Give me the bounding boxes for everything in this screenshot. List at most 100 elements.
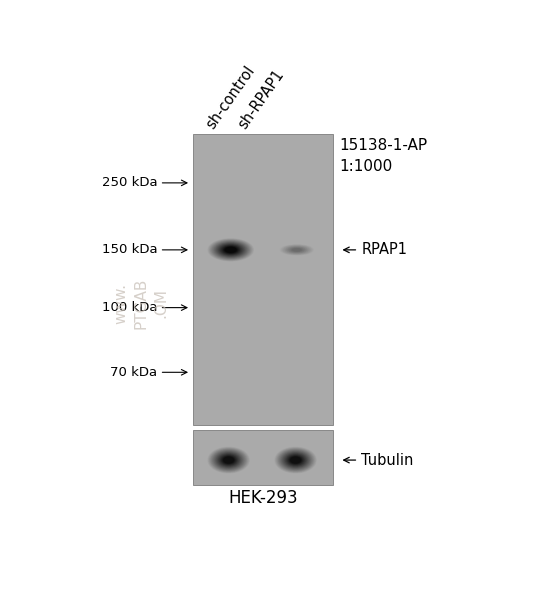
Ellipse shape [275, 447, 316, 473]
Ellipse shape [284, 453, 307, 467]
Ellipse shape [287, 455, 304, 466]
Ellipse shape [286, 454, 306, 466]
Ellipse shape [222, 245, 239, 254]
Ellipse shape [221, 245, 241, 255]
Ellipse shape [219, 454, 238, 466]
Ellipse shape [215, 452, 241, 468]
Ellipse shape [209, 239, 252, 260]
Ellipse shape [214, 242, 247, 258]
Text: www.
PTGAB
.OM: www. PTGAB .OM [113, 277, 168, 329]
Ellipse shape [279, 244, 315, 256]
Ellipse shape [211, 449, 247, 472]
Ellipse shape [217, 243, 244, 257]
Ellipse shape [286, 247, 307, 253]
Ellipse shape [215, 242, 247, 258]
Ellipse shape [221, 455, 237, 465]
Ellipse shape [282, 451, 309, 469]
Ellipse shape [286, 246, 308, 253]
Text: 70 kDa: 70 kDa [110, 366, 158, 379]
Ellipse shape [288, 455, 302, 464]
Ellipse shape [288, 247, 306, 253]
Ellipse shape [280, 450, 312, 470]
Ellipse shape [221, 245, 240, 254]
Text: sh-control: sh-control [204, 64, 258, 132]
Ellipse shape [280, 451, 311, 470]
Text: 250 kDa: 250 kDa [102, 176, 158, 190]
Text: 15138-1-AP: 15138-1-AP [340, 139, 428, 154]
Ellipse shape [291, 248, 302, 252]
Ellipse shape [292, 248, 301, 251]
Ellipse shape [281, 245, 313, 255]
Ellipse shape [280, 244, 314, 256]
Ellipse shape [292, 248, 302, 251]
Ellipse shape [217, 243, 245, 257]
Ellipse shape [287, 247, 307, 253]
Ellipse shape [290, 457, 301, 464]
Ellipse shape [213, 451, 244, 470]
Ellipse shape [220, 244, 242, 256]
Ellipse shape [290, 248, 303, 252]
Ellipse shape [212, 241, 249, 259]
Ellipse shape [281, 245, 312, 255]
Ellipse shape [225, 247, 237, 253]
Bar [193, 134, 333, 425]
Ellipse shape [222, 456, 235, 464]
Text: 1:1000: 1:1000 [340, 159, 393, 174]
Ellipse shape [212, 449, 245, 470]
Ellipse shape [220, 455, 237, 466]
Ellipse shape [223, 246, 238, 254]
Ellipse shape [276, 448, 315, 472]
Ellipse shape [285, 246, 308, 254]
Ellipse shape [210, 448, 248, 472]
Ellipse shape [214, 451, 243, 469]
Ellipse shape [285, 454, 306, 467]
Ellipse shape [284, 452, 308, 468]
Ellipse shape [208, 239, 253, 261]
Ellipse shape [224, 247, 238, 253]
Ellipse shape [278, 449, 314, 472]
Ellipse shape [207, 446, 251, 474]
Ellipse shape [211, 449, 246, 471]
Ellipse shape [209, 448, 248, 473]
Ellipse shape [274, 446, 318, 474]
Ellipse shape [208, 447, 249, 473]
Ellipse shape [215, 451, 242, 469]
Ellipse shape [287, 247, 306, 253]
Ellipse shape [217, 453, 240, 467]
Ellipse shape [218, 244, 244, 256]
Ellipse shape [223, 457, 234, 464]
Ellipse shape [207, 238, 254, 262]
Text: 100 kDa: 100 kDa [102, 301, 158, 314]
Ellipse shape [210, 239, 252, 260]
Ellipse shape [281, 451, 310, 469]
Ellipse shape [279, 449, 312, 470]
Ellipse shape [274, 446, 317, 473]
Ellipse shape [215, 242, 246, 257]
Ellipse shape [221, 455, 235, 464]
Ellipse shape [211, 240, 251, 260]
Ellipse shape [219, 244, 242, 256]
Ellipse shape [218, 454, 239, 467]
Ellipse shape [291, 248, 303, 252]
Ellipse shape [289, 247, 305, 253]
Ellipse shape [207, 446, 250, 473]
Ellipse shape [289, 456, 302, 464]
Text: sh-RPAP1: sh-RPAP1 [235, 67, 287, 132]
Ellipse shape [276, 448, 315, 473]
Ellipse shape [282, 452, 308, 468]
Text: RPAP1: RPAP1 [361, 242, 407, 257]
Ellipse shape [280, 244, 313, 255]
Ellipse shape [288, 455, 303, 465]
Bar [193, 430, 333, 485]
Text: Tubulin: Tubulin [361, 452, 414, 467]
Ellipse shape [213, 241, 248, 259]
Ellipse shape [278, 449, 313, 471]
Ellipse shape [289, 247, 305, 252]
Ellipse shape [286, 454, 305, 466]
Ellipse shape [285, 246, 309, 254]
Ellipse shape [219, 454, 239, 466]
Text: 150 kDa: 150 kDa [102, 244, 158, 256]
Ellipse shape [207, 238, 255, 262]
Ellipse shape [284, 245, 310, 254]
Ellipse shape [282, 245, 311, 254]
